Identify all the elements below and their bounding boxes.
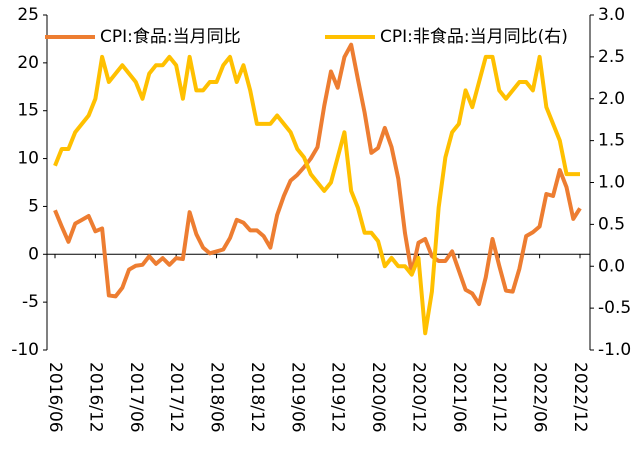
x-tick-label: 2022/06 bbox=[530, 362, 550, 433]
y-tick-label: -5 bbox=[22, 292, 39, 312]
y2-tick-label: 2.0 bbox=[598, 89, 625, 109]
y2-tick-label: 1.5 bbox=[598, 131, 625, 151]
data-line bbox=[53, 42, 582, 307]
x-tick-label: 2017/12 bbox=[166, 362, 186, 433]
y-tick-label: 25 bbox=[17, 5, 39, 25]
y2-tick-label: 1.0 bbox=[598, 173, 625, 193]
y-tick-label: 5 bbox=[28, 196, 39, 216]
y2-tick-label: -1.0 bbox=[598, 340, 631, 360]
y2-tick-label: 2.5 bbox=[598, 47, 625, 67]
x-tick-label: 2022/12 bbox=[570, 362, 590, 433]
x-tick-label: 2018/06 bbox=[207, 362, 227, 433]
y-tick-label: 20 bbox=[17, 53, 39, 73]
data-line bbox=[53, 54, 580, 336]
x-tick-label: 2016/12 bbox=[85, 362, 105, 433]
y-tick-label: 15 bbox=[17, 101, 39, 121]
x-tick-label: 2020/12 bbox=[408, 362, 428, 433]
x-tick-label: 2018/12 bbox=[247, 362, 267, 433]
legend-label: CPI:非食品:当月同比(右) bbox=[380, 27, 568, 47]
x-tick-label: 2021/12 bbox=[489, 362, 509, 433]
y2-tick-label: 3.0 bbox=[598, 5, 625, 25]
y2-tick-label: -0.5 bbox=[598, 298, 631, 318]
y2-tick-label: 0.0 bbox=[598, 256, 625, 276]
y-tick-label: 0 bbox=[28, 244, 39, 264]
x-tick-label: 2017/06 bbox=[126, 362, 146, 433]
x-tick-label: 2021/06 bbox=[449, 362, 469, 433]
x-tick-label: 2019/06 bbox=[287, 362, 307, 433]
x-tick-label: 2019/12 bbox=[328, 362, 348, 433]
x-tick-label: 2020/06 bbox=[368, 362, 388, 433]
y-tick-label: 10 bbox=[17, 149, 39, 169]
y2-tick-label: 0.5 bbox=[598, 214, 625, 234]
x-tick-label: 2016/06 bbox=[45, 362, 65, 433]
legend-label: CPI:食品:当月同比 bbox=[100, 27, 241, 47]
y-tick-label: -10 bbox=[11, 340, 39, 360]
